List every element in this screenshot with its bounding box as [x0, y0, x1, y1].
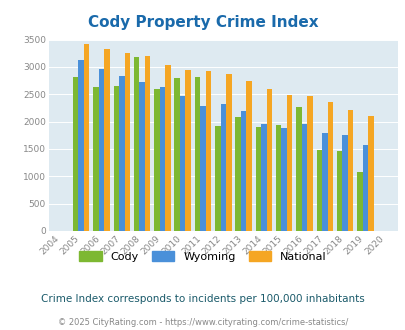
- Bar: [145, 56, 150, 231]
- Bar: [336, 151, 341, 231]
- Bar: [113, 86, 119, 231]
- Bar: [321, 133, 327, 231]
- Bar: [98, 69, 104, 231]
- Bar: [194, 77, 200, 231]
- Bar: [316, 149, 321, 231]
- Bar: [205, 71, 211, 231]
- Bar: [154, 89, 159, 231]
- Bar: [84, 44, 89, 231]
- Bar: [78, 60, 84, 231]
- Bar: [296, 107, 301, 231]
- Bar: [281, 128, 286, 231]
- Bar: [215, 126, 220, 231]
- Text: © 2025 CityRating.com - https://www.cityrating.com/crime-statistics/: © 2025 CityRating.com - https://www.city…: [58, 318, 347, 327]
- Bar: [179, 96, 185, 231]
- Bar: [327, 102, 332, 231]
- Bar: [367, 115, 373, 231]
- Bar: [362, 145, 367, 231]
- Bar: [73, 77, 78, 231]
- Bar: [266, 89, 271, 231]
- Bar: [220, 104, 226, 231]
- Bar: [200, 106, 205, 231]
- Bar: [341, 135, 347, 231]
- Bar: [159, 87, 165, 231]
- Legend: Cody, Wyoming, National: Cody, Wyoming, National: [75, 247, 330, 267]
- Bar: [139, 82, 145, 231]
- Bar: [235, 117, 240, 231]
- Bar: [255, 126, 260, 231]
- Bar: [174, 79, 179, 231]
- Bar: [165, 65, 170, 231]
- Bar: [246, 81, 251, 231]
- Bar: [307, 96, 312, 231]
- Bar: [275, 125, 281, 231]
- Bar: [104, 49, 109, 231]
- Bar: [347, 110, 352, 231]
- Bar: [124, 53, 130, 231]
- Bar: [93, 87, 98, 231]
- Bar: [226, 74, 231, 231]
- Bar: [260, 124, 266, 231]
- Bar: [119, 76, 124, 231]
- Bar: [185, 70, 190, 231]
- Text: Cody Property Crime Index: Cody Property Crime Index: [87, 15, 318, 30]
- Bar: [356, 173, 362, 231]
- Bar: [301, 124, 307, 231]
- Text: Crime Index corresponds to incidents per 100,000 inhabitants: Crime Index corresponds to incidents per…: [41, 294, 364, 304]
- Bar: [134, 57, 139, 231]
- Bar: [240, 111, 246, 231]
- Bar: [286, 95, 292, 231]
